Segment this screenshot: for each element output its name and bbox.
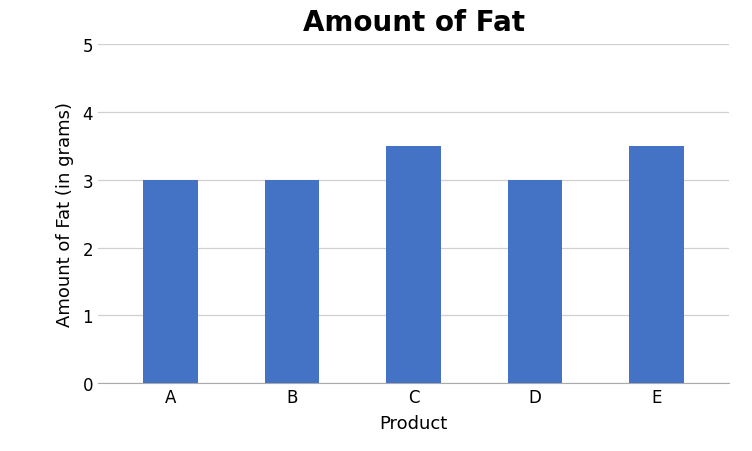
Y-axis label: Amount of Fat (in grams): Amount of Fat (in grams) — [56, 102, 74, 327]
Bar — [265, 180, 320, 383]
Bar — [387, 147, 441, 383]
Bar — [629, 147, 684, 383]
Title: Amount of Fat: Amount of Fat — [302, 9, 525, 37]
X-axis label: Product: Product — [380, 414, 447, 433]
Bar — [508, 180, 562, 383]
Bar — [144, 180, 198, 383]
